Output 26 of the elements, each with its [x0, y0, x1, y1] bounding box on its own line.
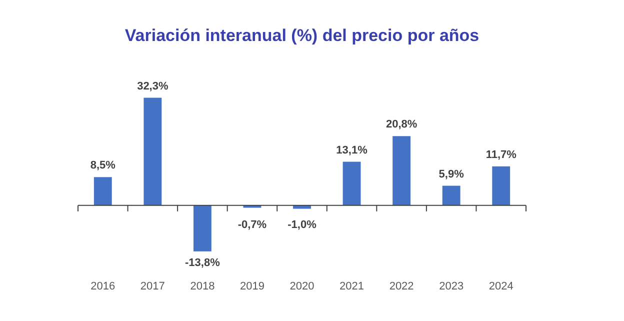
chart-title: Variación interanual (%) del precio por años — [124, 26, 480, 45]
data-label: 32,3% — [137, 80, 168, 92]
bar — [193, 205, 212, 252]
x-tick-label: 2020 — [290, 280, 314, 292]
bar — [442, 186, 460, 206]
x-tick-label: 2018 — [190, 280, 215, 292]
bar — [392, 136, 411, 206]
x-tick-label: 2017 — [140, 280, 165, 292]
x-tick-label: 2016 — [90, 280, 116, 292]
bar — [144, 98, 162, 206]
data-label: 11,7% — [486, 148, 517, 161]
x-tick-label: 2019 — [240, 280, 264, 292]
x-tick-label: 2023 — [439, 280, 464, 292]
bar — [94, 177, 112, 206]
x-tick-label: 2021 — [340, 280, 364, 292]
data-label: 13,1% — [336, 144, 368, 156]
data-label: -0,7% — [238, 218, 267, 231]
data-label: -1,0% — [288, 218, 317, 231]
data-label: -13,8% — [185, 256, 220, 269]
bar — [492, 166, 510, 206]
data-label: 20,8% — [386, 118, 418, 131]
x-tick-label: 2024 — [488, 280, 514, 292]
data-label: 8,5% — [90, 160, 116, 172]
data-label: 5,9% — [438, 168, 464, 180]
bar — [342, 162, 361, 206]
x-tick-label: 2022 — [389, 280, 414, 292]
